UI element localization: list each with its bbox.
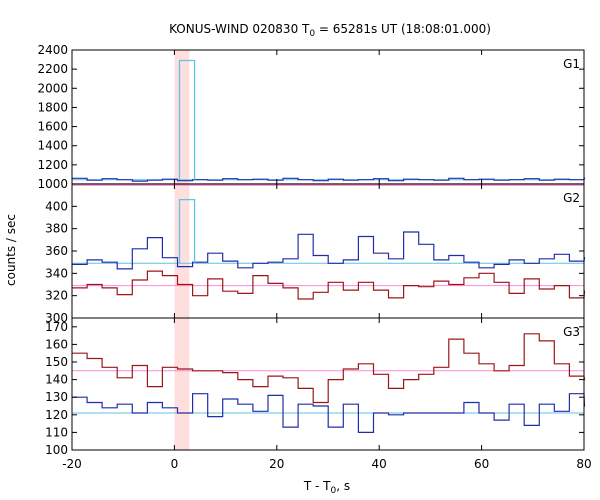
panel-g1: 1000 1200 1400 1600 1800 2000 2200 2400 G1 [37, 43, 586, 191]
series-blue-steps [72, 393, 586, 433]
y-tick-label: 130 [45, 390, 68, 404]
x-tick-label: 40 [372, 457, 387, 471]
panel-g3: 100 110 120 130 140 150 160 170 G3 [45, 317, 586, 457]
panel-g2: 300 320 340 360 380 400 G2 [45, 183, 586, 325]
y-tick-label: 1800 [37, 100, 68, 114]
y-tick-label: 400 [45, 199, 68, 213]
y-tick-label: 120 [45, 408, 68, 422]
y-tick-label: 380 [45, 222, 68, 236]
x-tick-label: 60 [474, 457, 489, 471]
y-tick-label: 1600 [37, 120, 68, 134]
y-tick-label: 1200 [37, 158, 68, 172]
y-tick-label: 320 [45, 289, 68, 303]
y-tick-label: 1000 [37, 177, 68, 191]
x-tick-label: 0 [171, 457, 179, 471]
series-blue-steps [72, 177, 586, 182]
y-tick-label: 170 [45, 320, 68, 334]
series-red-steps [72, 270, 586, 300]
panel-frame [71, 317, 585, 451]
y-tick-label: 1400 [37, 139, 68, 153]
highlight-band [174, 50, 190, 450]
burst-spike [178, 198, 196, 264]
panels: 10001200140016001800200022002400G1300320… [37, 43, 591, 471]
y-tick-label: 110 [45, 425, 68, 439]
chart-title: KONUS-WIND 020830 T0 = 65281s UT (18:08:… [169, 22, 491, 39]
series-blue-steps [72, 231, 586, 270]
panel-label: G1 [563, 57, 580, 71]
y-tick-label: 100 [45, 443, 68, 457]
panel-label: G2 [563, 191, 580, 205]
y-axis-title: counts / sec [4, 214, 18, 286]
y-tick-label: 150 [45, 355, 68, 369]
series-red-steps [72, 333, 586, 404]
panel-frame [71, 183, 585, 319]
y-tick-label: 360 [45, 244, 68, 258]
burst-interval-band [174, 50, 190, 450]
x-tick-label: -20 [62, 457, 82, 471]
burst-spike [178, 59, 196, 180]
x-tick-label: 80 [576, 457, 591, 471]
panel-label: G3 [563, 325, 580, 339]
x-tick-label: 20 [269, 457, 284, 471]
panel-frame [71, 49, 585, 185]
x-axis-title: T - T0, s [303, 479, 350, 496]
y-tick-label: 2200 [37, 62, 68, 76]
y-tick-label: 300 [45, 311, 68, 325]
y-tick-label: 140 [45, 373, 68, 387]
y-tick-label: 160 [45, 337, 68, 351]
y-tick-label: 340 [45, 266, 68, 280]
y-tick-label: 2000 [37, 81, 68, 95]
y-tick-label: 2400 [37, 43, 68, 57]
